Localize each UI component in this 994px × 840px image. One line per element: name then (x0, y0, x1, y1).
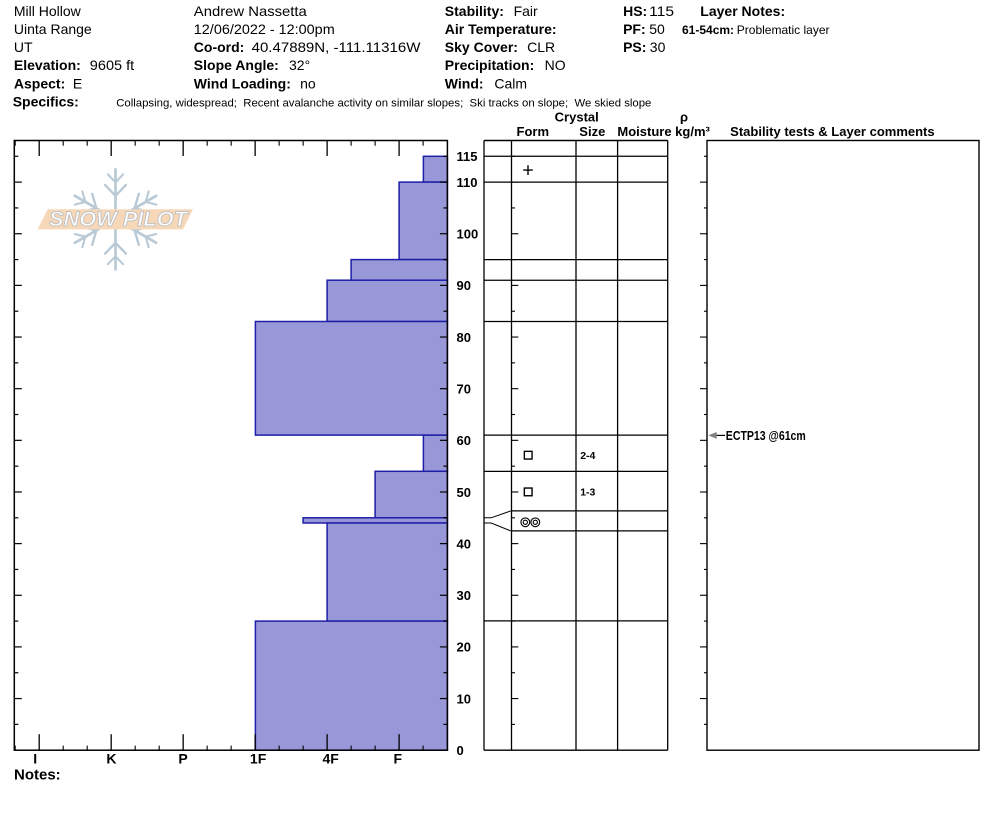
svg-text:Slope Angle:: Slope Angle: (194, 57, 279, 73)
svg-text:Form: Form (517, 124, 550, 139)
svg-text:0: 0 (457, 743, 464, 758)
svg-text:1-3: 1-3 (580, 487, 595, 499)
svg-text:40: 40 (457, 536, 471, 551)
svg-text:2-4: 2-4 (580, 450, 595, 462)
svg-text:60: 60 (457, 433, 471, 448)
svg-text:NO: NO (545, 57, 566, 73)
svg-text:Co-ord:: Co-ord: (194, 39, 245, 55)
svg-text:30: 30 (457, 588, 471, 603)
svg-text:Moisture: Moisture (617, 124, 671, 139)
svg-text:12/06/2022 - 12:00pm: 12/06/2022 - 12:00pm (194, 21, 335, 37)
svg-text:32°: 32° (289, 57, 310, 73)
svg-text:Problematic layer: Problematic layer (737, 23, 830, 37)
svg-text:kg/m³: kg/m³ (675, 124, 710, 139)
svg-text:Stability tests & Layer commen: Stability tests & Layer comments (730, 124, 934, 139)
svg-text:Collapsing, widespread; Recen: Collapsing, widespread; Recent avalanche… (116, 97, 651, 109)
svg-text:Size: Size (579, 124, 605, 139)
svg-text:90: 90 (457, 278, 471, 293)
svg-text:70: 70 (457, 382, 471, 397)
svg-text:115: 115 (457, 149, 478, 164)
svg-text:Crystal: Crystal (555, 110, 599, 125)
svg-text:40.47889N, -111.11316W: 40.47889N, -111.11316W (252, 39, 422, 55)
svg-text:Elevation:: Elevation: (14, 57, 81, 73)
svg-text:Notes:: Notes: (14, 767, 61, 784)
svg-text:ECTP13 @61cm: ECTP13 @61cm (726, 429, 806, 443)
svg-text:K: K (106, 751, 116, 767)
svg-text:Layer Notes:: Layer Notes: (700, 3, 785, 19)
svg-text:10: 10 (457, 691, 471, 706)
svg-text:Precipitation:: Precipitation: (445, 57, 534, 73)
svg-text:80: 80 (457, 330, 471, 345)
svg-text:Uinta Range: Uinta Range (14, 21, 92, 37)
svg-text:I: I (33, 751, 37, 767)
svg-text:ρ: ρ (680, 110, 688, 125)
svg-text:4F: 4F (323, 751, 340, 767)
svg-text:PF:: PF: (623, 21, 646, 37)
svg-text:Fair: Fair (514, 3, 538, 19)
svg-text:CLR: CLR (527, 39, 555, 55)
svg-text:Wind:: Wind: (445, 75, 484, 91)
svg-text:20: 20 (457, 640, 471, 655)
svg-text:9605 ft: 9605 ft (90, 57, 134, 73)
svg-text:P: P (178, 751, 187, 767)
svg-text:100: 100 (457, 227, 479, 242)
svg-text:HS:: HS: (623, 3, 647, 19)
svg-text:115: 115 (649, 3, 674, 19)
svg-text:Mill Hollow: Mill Hollow (14, 3, 82, 19)
svg-text:61-54cm:: 61-54cm: (682, 23, 734, 37)
svg-text:PS:: PS: (623, 39, 646, 55)
svg-text:30: 30 (650, 39, 666, 55)
svg-text:SNOW PILOT: SNOW PILOT (49, 207, 189, 231)
svg-text:F: F (394, 751, 403, 767)
svg-text:E: E (73, 75, 82, 91)
svg-text:1F: 1F (250, 751, 267, 767)
svg-text:Specifics:: Specifics: (13, 93, 79, 109)
svg-text:Calm: Calm (494, 75, 527, 91)
svg-text:50: 50 (457, 485, 471, 500)
svg-text:Stability:: Stability: (445, 3, 504, 19)
svg-text:50: 50 (649, 21, 665, 37)
svg-text:Sky Cover:: Sky Cover: (445, 39, 518, 55)
svg-text:110: 110 (457, 175, 478, 190)
svg-text:Air Temperature:: Air Temperature: (445, 21, 557, 37)
svg-text:UT: UT (14, 39, 33, 55)
svg-text:Aspect:: Aspect: (14, 75, 65, 91)
svg-text:Andrew Nassetta: Andrew Nassetta (194, 3, 307, 19)
svg-text:Wind Loading:: Wind Loading: (194, 75, 291, 91)
svg-text:no: no (300, 75, 316, 91)
